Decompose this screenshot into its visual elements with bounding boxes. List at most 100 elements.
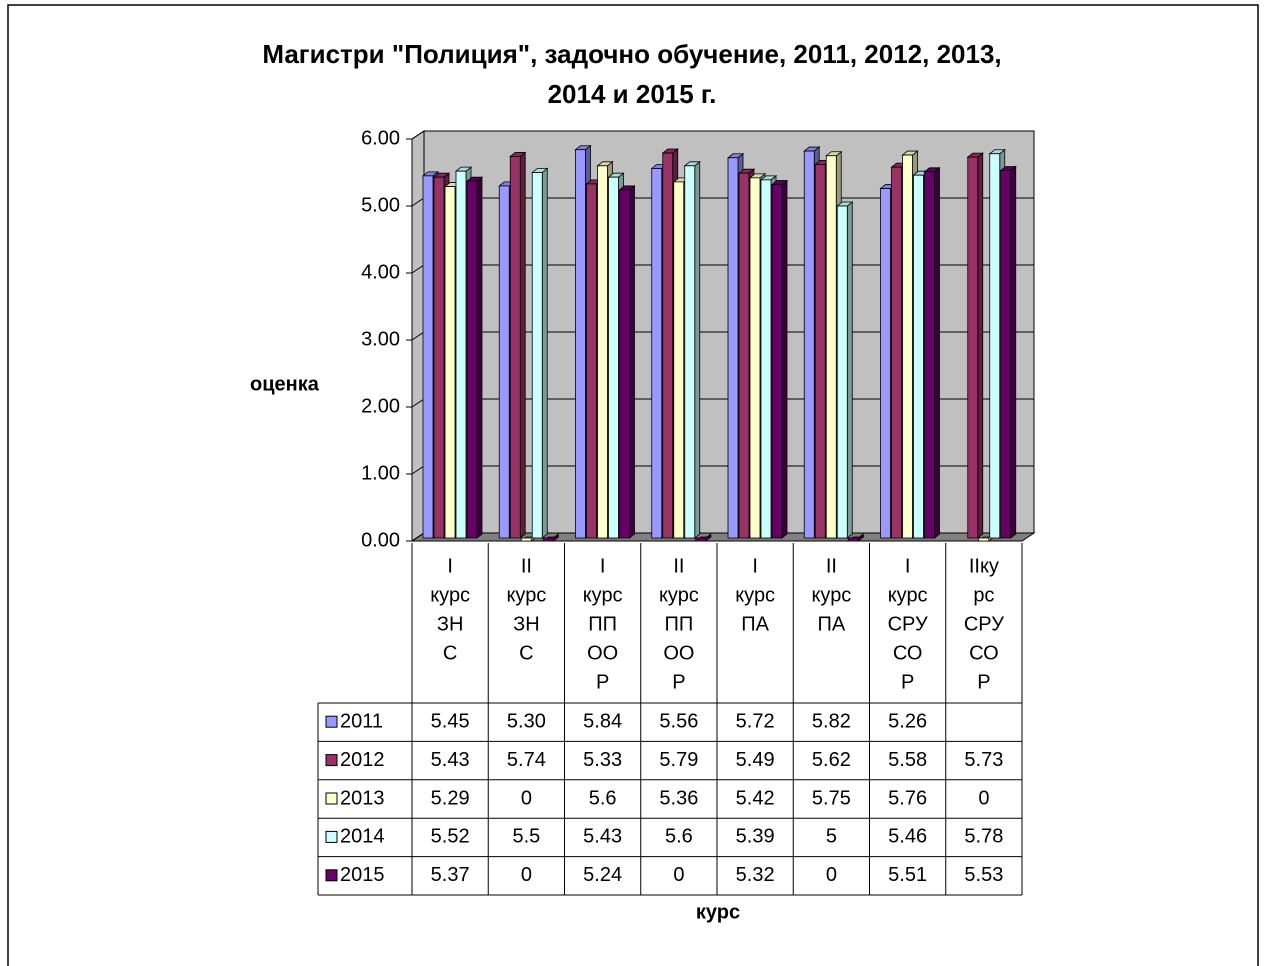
table-value: 5.79 — [659, 749, 698, 771]
bar-front — [847, 537, 859, 542]
table-value: 5.73 — [964, 749, 1003, 771]
table-value: 0 — [521, 787, 532, 809]
x-tick-label: ОО — [587, 642, 618, 664]
table-value: 5.82 — [812, 710, 851, 732]
bar-front — [531, 172, 543, 539]
chart-title: 2014 и 2015 г. — [548, 79, 717, 109]
bar-front — [913, 174, 924, 539]
bar-front — [608, 176, 619, 539]
bar — [770, 179, 789, 539]
table-value: 5 — [826, 826, 837, 848]
table-value: 5.33 — [583, 749, 622, 771]
table-value: 0 — [521, 864, 532, 886]
table-value: 5.75 — [812, 787, 851, 809]
table-value: 5.5 — [512, 826, 540, 848]
bar-front — [989, 153, 1001, 539]
x-tick-label: ПП — [588, 613, 617, 635]
x-tick-label: I — [600, 555, 606, 577]
x-tick-label: курс — [811, 584, 851, 606]
bar-front — [836, 205, 848, 539]
y-tick-label: 5.00 — [361, 194, 400, 216]
bar — [531, 167, 549, 539]
legend-label: 2011 — [340, 710, 383, 732]
table-value: 5.53 — [964, 864, 1003, 886]
bar-front — [924, 171, 935, 539]
bar-front — [466, 180, 478, 539]
table-value: 5.36 — [659, 787, 698, 809]
x-tick-label: СО — [969, 642, 999, 664]
bar-front — [444, 186, 456, 539]
bar-front — [520, 537, 532, 542]
bar-front — [684, 165, 696, 539]
table-value: 5.72 — [736, 710, 775, 732]
table-value: 5.43 — [583, 826, 622, 848]
bar-front — [509, 156, 521, 539]
table-value: 5.49 — [736, 749, 775, 771]
table-value: 5.30 — [507, 710, 546, 732]
y-tick-label: 3.00 — [361, 328, 400, 350]
bar-side — [977, 152, 984, 539]
x-tick-label: Р — [977, 671, 990, 693]
table-value: 5.42 — [736, 787, 775, 809]
bar — [509, 151, 527, 539]
y-axis-label: оценка — [250, 373, 320, 395]
y-tick-label: 0.00 — [361, 529, 400, 551]
table-value: 5.29 — [431, 787, 470, 809]
bar-side — [694, 160, 701, 539]
x-tick-label: курс — [506, 584, 546, 606]
table-value: 5.52 — [431, 826, 470, 848]
bar-front — [902, 154, 913, 539]
bar-side — [1010, 165, 1017, 539]
bar — [618, 185, 636, 539]
bar-side — [629, 185, 635, 539]
legend-swatch — [325, 830, 338, 843]
y-tick-label: 2.00 — [361, 395, 400, 417]
bar-front — [662, 152, 674, 539]
bar-front — [1000, 170, 1012, 539]
legend-swatch — [325, 715, 338, 728]
x-tick-label: II — [521, 555, 532, 577]
table-value: 5.6 — [589, 787, 617, 809]
legend-swatch — [325, 869, 338, 882]
bar — [999, 165, 1017, 539]
bar-front — [422, 175, 434, 539]
legend-label: 2014 — [340, 826, 385, 848]
x-tick-label: I — [905, 555, 911, 577]
table-value: 5.56 — [659, 710, 698, 732]
bar-front — [880, 188, 891, 539]
bar-front — [455, 170, 467, 539]
table-value: 5.76 — [888, 787, 927, 809]
bar-side — [519, 151, 526, 539]
bar-front — [695, 537, 707, 542]
bar-front — [597, 165, 608, 539]
x-tick-label: СО — [893, 642, 923, 664]
bar — [465, 176, 484, 539]
table-value: 5.62 — [812, 749, 851, 771]
x-axis-label: курс — [696, 901, 740, 923]
legend-label: 2013 — [340, 787, 385, 809]
x-tick-label: Р — [672, 671, 685, 693]
bar-front — [814, 164, 826, 539]
y-tick-label: 6.00 — [361, 127, 400, 149]
table-value: 5.39 — [736, 826, 775, 848]
bar — [923, 166, 941, 539]
x-tick-label: IIку — [969, 555, 999, 577]
table-value: 5.43 — [431, 749, 470, 771]
bar-front — [575, 149, 586, 539]
x-tick-label: ПА — [741, 613, 769, 635]
bar-side — [541, 167, 548, 539]
bar-front — [738, 172, 750, 539]
bar-side — [476, 176, 483, 539]
legend-label: 2015 — [340, 864, 385, 886]
bar-front — [825, 155, 837, 539]
bar-front — [803, 150, 815, 539]
bar-front — [771, 184, 783, 539]
bar-front — [967, 156, 979, 539]
table-value: 5.78 — [964, 826, 1003, 848]
bar-front — [749, 177, 761, 539]
x-tick-label: С — [443, 642, 457, 664]
table-value: 5.32 — [736, 864, 775, 886]
x-tick-label: курс — [430, 584, 470, 606]
grid-line — [411, 130, 1034, 140]
